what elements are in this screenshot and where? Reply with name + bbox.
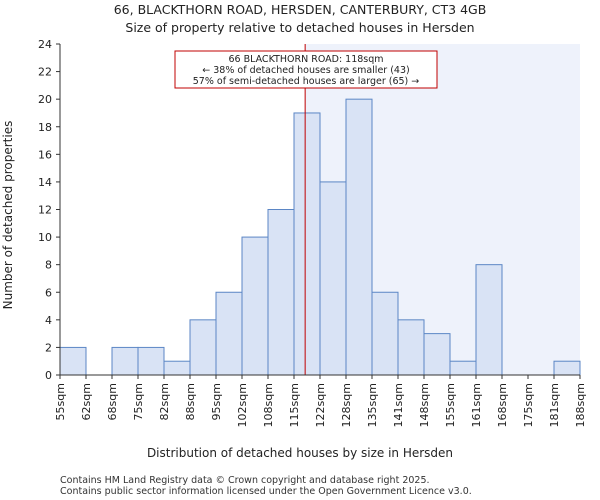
x-tick-label: 141sqm: [392, 383, 405, 427]
bar-95sqm: [215, 291, 243, 376]
bar-102sqm: [241, 236, 269, 376]
x-tick-label: 168sqm: [496, 383, 509, 427]
bar-135sqm: [371, 291, 399, 376]
x-tick-label: 148sqm: [418, 383, 431, 427]
bar-82sqm: [163, 360, 191, 376]
y-tick-label: 24: [38, 38, 52, 51]
bar-128sqm: [345, 98, 373, 376]
bar-55sqm: [59, 346, 87, 376]
y-tick-label: 12: [38, 204, 52, 217]
bar-181sqm: [553, 360, 581, 376]
x-tick-label: 122sqm: [314, 383, 327, 427]
bar-148sqm: [423, 333, 451, 376]
annotation-line-3: 57% of semi-detached houses are larger (…: [193, 76, 420, 87]
bar-75sqm: [137, 346, 165, 376]
annotation-frame: [174, 50, 438, 89]
y-tick-label: 10: [38, 231, 52, 244]
footer-line-1: Contains HM Land Registry data © Crown c…: [60, 475, 430, 486]
x-tick-label: 115sqm: [288, 383, 301, 427]
y-tick-label: 4: [45, 314, 52, 327]
x-tick-label: 135sqm: [366, 383, 379, 427]
y-tick-label: 8: [45, 259, 52, 272]
x-tick-label: 62sqm: [80, 383, 93, 420]
bar-108sqm: [267, 209, 295, 376]
bar-161sqm: [475, 264, 503, 376]
bar-68sqm: [111, 346, 139, 376]
y-tick-label: 22: [38, 66, 52, 79]
x-tick-label: 161sqm: [470, 383, 483, 427]
bar-141sqm: [397, 319, 425, 376]
x-tick-label: 188sqm: [574, 383, 587, 427]
bar-122sqm: [319, 181, 347, 376]
footer-line-2: Contains public sector information licen…: [60, 486, 472, 497]
annotation-line-1: 66 BLACKTHORN ROAD: 118sqm: [228, 54, 383, 65]
chart-subtitle: Size of property relative to detached ho…: [125, 20, 474, 35]
x-axis-label: Distribution of detached houses by size …: [147, 446, 453, 460]
x-tick-label: 175sqm: [522, 383, 535, 427]
annotation-box: 66 BLACKTHORN ROAD: 118sqm ← 38% of deta…: [174, 50, 438, 89]
y-tick-label: 0: [45, 369, 52, 382]
x-tick-label: 181sqm: [548, 383, 561, 427]
chart-title: 66, BLACKTHORN ROAD, HERSDEN, CANTERBURY…: [114, 2, 487, 17]
y-tick-label: 20: [38, 93, 52, 106]
x-tick-label: 75sqm: [132, 383, 145, 420]
y-tick-label: 14: [38, 176, 52, 189]
bar-88sqm: [189, 319, 217, 376]
y-tick-label: 6: [45, 286, 52, 299]
x-tick-label: 55sqm: [54, 383, 67, 420]
y-tick-label: 16: [38, 148, 52, 161]
y-axis-label: Number of detached properties: [1, 121, 15, 310]
bar-115sqm: [293, 112, 321, 376]
bar-155sqm: [449, 360, 477, 376]
x-tick-label: 68sqm: [106, 383, 119, 420]
x-tick-label: 88sqm: [184, 383, 197, 420]
y-tick-label: 18: [38, 121, 52, 134]
x-tick-label: 95sqm: [210, 383, 223, 420]
x-tick-label: 128sqm: [340, 383, 353, 427]
y-tick-label: 2: [45, 341, 52, 354]
x-tick-label: 102sqm: [236, 383, 249, 427]
x-tick-label: 108sqm: [262, 383, 275, 427]
x-tick-label: 155sqm: [444, 383, 457, 427]
x-tick-label: 82sqm: [158, 383, 171, 420]
annotation-line-2: ← 38% of detached houses are smaller (43…: [202, 65, 409, 76]
